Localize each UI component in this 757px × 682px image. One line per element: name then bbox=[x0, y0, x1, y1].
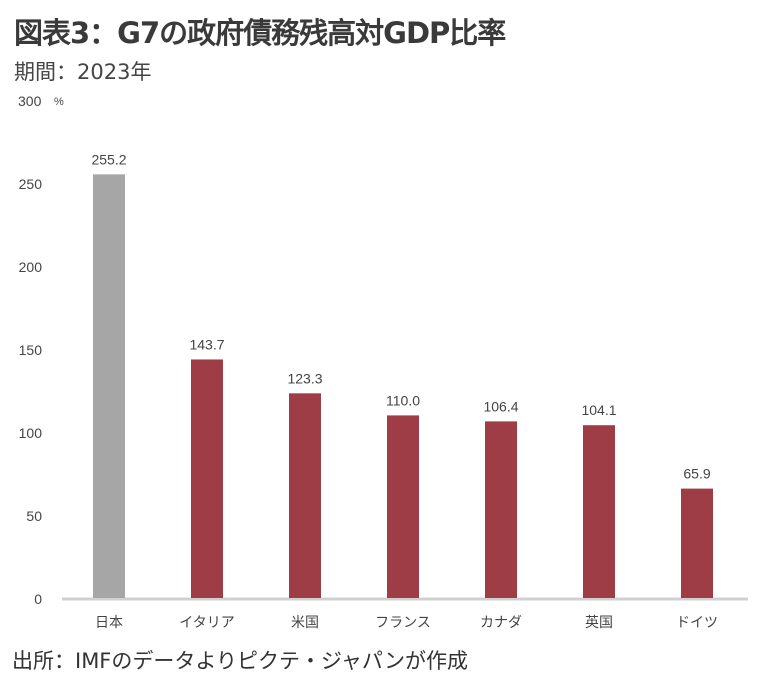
y-tick-label: 250 bbox=[19, 176, 43, 192]
y-tick-label: 300 bbox=[18, 93, 42, 109]
x-tick-label: カナダ bbox=[480, 614, 522, 630]
y-tick-label: 50 bbox=[26, 508, 42, 524]
x-tick-label: フランス bbox=[375, 614, 431, 630]
data-label: 106.4 bbox=[483, 398, 518, 414]
bar bbox=[485, 421, 517, 598]
data-label: 104.1 bbox=[581, 402, 616, 418]
x-tick-label: 英国 bbox=[585, 614, 613, 630]
bar bbox=[289, 393, 321, 598]
bar bbox=[191, 359, 223, 598]
data-label: 110.0 bbox=[386, 392, 420, 408]
x-tick-label: 日本 bbox=[95, 614, 123, 630]
bar bbox=[93, 174, 125, 599]
chart-subtitle: 期間：2023年 bbox=[14, 60, 152, 84]
x-tick-label: 米国 bbox=[291, 614, 319, 630]
y-tick-label: 150 bbox=[19, 342, 43, 358]
x-tick-label: ドイツ bbox=[676, 614, 718, 630]
data-label: 255.2 bbox=[91, 151, 126, 167]
bar bbox=[583, 425, 615, 598]
y-tick-label: 200 bbox=[19, 259, 43, 275]
chart-title: 図表3：G7の政府債務残高対GDP比率 bbox=[14, 16, 506, 50]
data-label: 143.7 bbox=[189, 336, 224, 352]
source-note: 出所：IMFのデータよりピクテ・ジャパンが作成 bbox=[12, 649, 468, 673]
data-label: 65.9 bbox=[683, 466, 710, 482]
data-label: 123.3 bbox=[287, 370, 322, 386]
y-tick-label: 100 bbox=[19, 425, 43, 441]
x-tick-label: イタリア bbox=[179, 614, 234, 630]
bar bbox=[681, 488, 713, 598]
bar bbox=[387, 415, 419, 598]
y-tick-label: 0 bbox=[34, 591, 42, 607]
y-unit-label: % bbox=[54, 96, 64, 108]
